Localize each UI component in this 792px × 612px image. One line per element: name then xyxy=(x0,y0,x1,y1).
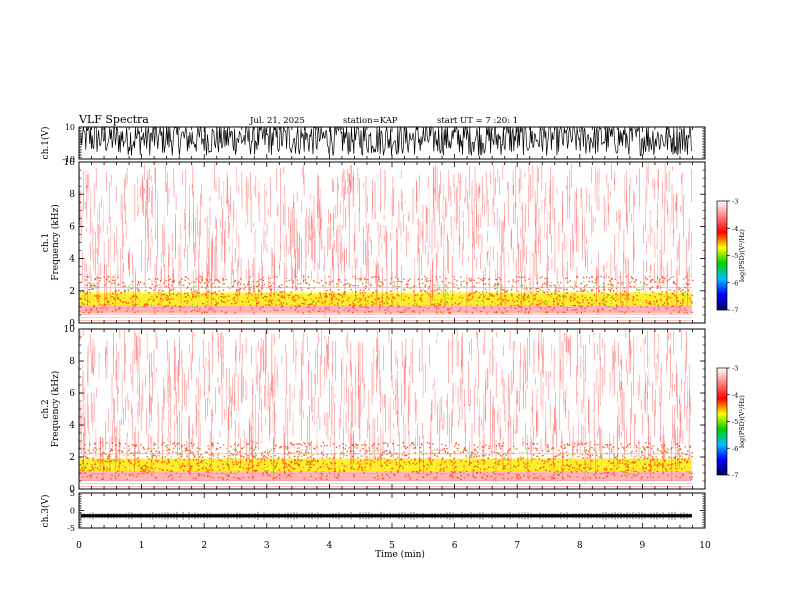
cb2-tick: -5 xyxy=(732,418,738,426)
figure-title: VLF Spectra xyxy=(78,113,149,126)
ch1-waveform-line xyxy=(80,127,692,157)
ch2-spectrogram-band xyxy=(79,481,692,489)
ch1-spectrogram-ytick: 8 xyxy=(69,190,75,200)
cb1-tick: -6 xyxy=(732,279,738,287)
cb1-bar xyxy=(716,200,728,311)
time-axis-tick: 4 xyxy=(327,541,333,551)
ch1-waveform-ytick: 10 xyxy=(65,123,75,132)
time-axis-tick: 5 xyxy=(389,541,395,551)
time-axis-tick: 1 xyxy=(139,541,145,551)
ch2-spectrogram-speckle xyxy=(79,441,694,481)
ch1-spectrogram-band xyxy=(79,313,692,323)
time-axis-tick: 6 xyxy=(452,541,458,551)
figure-date: Jul. 21, 2025 xyxy=(249,116,305,126)
ch1-spectrogram-ytick: 0 xyxy=(69,319,75,329)
cb2-bar xyxy=(716,367,728,476)
ch2-spectrogram-ytick: 8 xyxy=(69,357,75,367)
time-axis-tick: 0 xyxy=(76,541,82,551)
ch3-waveform-ytick: 0 xyxy=(70,507,75,516)
time-axis: 0 1 2 3 4 5 6 7 8 9 10 xyxy=(76,541,711,551)
ch1-spectrogram-ylabel: ch.1Frequency (kHz) xyxy=(41,204,61,281)
ch1-waveform-ylabel: ch.1(V) xyxy=(40,127,51,160)
cb1-tick: -4 xyxy=(732,225,738,233)
ch1-waveform-ytick: -10 xyxy=(62,155,75,164)
figure-station: station=KAP xyxy=(343,116,398,126)
cb2-tick: -6 xyxy=(732,445,738,453)
ch1-spectrogram-gaps xyxy=(79,162,692,275)
cb2-tick: -3 xyxy=(732,365,738,373)
cb2-tick: -7 xyxy=(732,472,738,480)
time-axis-tick: 9 xyxy=(640,541,646,551)
ch1-spectrogram-ytick: 10 xyxy=(64,158,76,168)
time-axis-tick: 2 xyxy=(201,541,207,551)
time-axis-tick: 7 xyxy=(514,541,520,551)
cb2-tick: -4 xyxy=(732,391,738,399)
time-axis-tick: 8 xyxy=(577,541,583,551)
ch2-spectrogram-gaps xyxy=(78,329,692,441)
time-axis-tick: 3 xyxy=(264,541,270,551)
ch2-spectrogram-ylabel: ch.2Frequency (kHz) xyxy=(41,371,61,448)
ch2-spectrogram-ytick: 6 xyxy=(69,389,75,399)
ch2-spectrogram-ytick: 2 xyxy=(69,453,75,463)
cb1-label: log(PSD)(V²/Hz) xyxy=(738,229,746,282)
ch1-spectrogram-ytick: 4 xyxy=(69,255,75,265)
ch2-spectrogram-ytick: 10 xyxy=(64,325,76,335)
cb1-tick: -7 xyxy=(732,307,738,315)
ch1-waveform-panel: 10 -10 ch.1(V) xyxy=(40,123,706,164)
ch2-spectrogram-ytick: 4 xyxy=(69,421,75,431)
cb1-tick: -5 xyxy=(732,252,738,260)
ch1-spectrogram-ytick: 2 xyxy=(69,287,75,297)
ch3-waveform-ylabel: ch.3(V) xyxy=(40,495,51,528)
colorbar-ch2: -3 -4 -5 -6 -7 log(PSD)(V²/Hz) xyxy=(716,365,746,480)
cb2-label: log(PSD)(V²/Hz) xyxy=(738,395,746,448)
colorbar-ch1: -3 -4 -5 -6 -7 log(PSD)(V²/Hz) xyxy=(716,198,746,315)
cb1-tick: -3 xyxy=(732,198,738,206)
ch2-spectrogram-panel: 0 2 4 6 8 10 ch.2Frequency (kHz) xyxy=(41,325,706,495)
ch3-waveform-ytick: -5 xyxy=(67,524,75,533)
ch2-spectrogram-peak-band xyxy=(79,458,692,472)
ch3-waveform-line xyxy=(81,514,692,518)
ch2-spectrogram-ytick: 0 xyxy=(69,485,75,495)
ch3-waveform-panel: 5 0 -5 ch.3(V) xyxy=(40,489,706,533)
figure-start-time: start UT = 7 :20: 1 xyxy=(437,116,518,126)
ch1-spectrogram-panel: 0 2 4 6 8 10 ch.1Frequency (kHz) xyxy=(41,158,706,329)
time-axis-tick: 10 xyxy=(699,541,711,551)
ch3-waveform-frame xyxy=(78,492,706,529)
ch1-spectrogram-band xyxy=(79,276,692,295)
ch3-waveform-ytick: 5 xyxy=(70,489,75,498)
ch1-spectrogram-speckle-green xyxy=(79,280,688,308)
ch1-spectrogram-ytick: 6 xyxy=(69,222,75,232)
time-axis-label: Time (min) xyxy=(375,549,425,560)
